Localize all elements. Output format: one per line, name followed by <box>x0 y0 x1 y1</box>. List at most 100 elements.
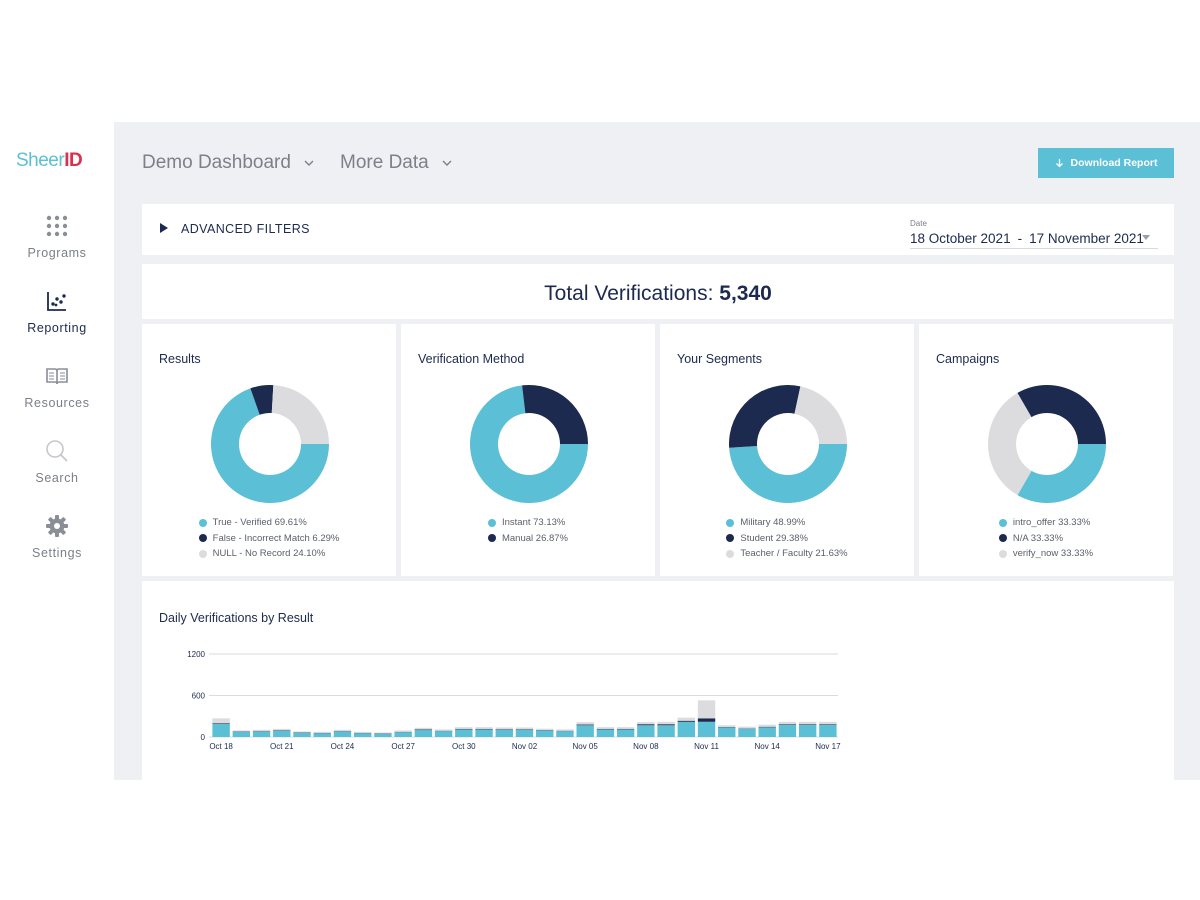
bar-segment[interactable] <box>819 721 837 725</box>
bar-segment[interactable] <box>515 727 534 730</box>
bar-segment[interactable] <box>313 731 331 733</box>
bar-segment[interactable] <box>778 721 797 725</box>
legend-item[interactable]: Instant 73.13% <box>487 515 568 531</box>
bar-segment[interactable] <box>495 729 513 737</box>
donut-slice-verify-now[interactable] <box>988 392 1032 496</box>
bar-segment[interactable] <box>677 721 696 737</box>
bar-segment[interactable] <box>798 724 817 737</box>
bar-segment[interactable] <box>212 723 230 737</box>
bar-segment[interactable] <box>455 728 473 730</box>
legend-item[interactable]: Manual 26.87% <box>487 531 568 547</box>
sheerid-logo[interactable]: SheerID <box>16 150 83 171</box>
bar-segment[interactable] <box>758 724 776 727</box>
bar-segment[interactable] <box>738 728 756 737</box>
donut-slice-false-incorrect-match[interactable] <box>250 385 274 415</box>
bar-segment[interactable] <box>738 726 756 729</box>
bar-segment[interactable] <box>819 724 837 737</box>
bar-segment[interactable] <box>718 727 736 737</box>
legend-item[interactable]: verify_now 33.33% <box>998 546 1093 562</box>
legend-item[interactable]: Teacher / Faculty 21.63% <box>726 546 848 562</box>
bar-segment[interactable] <box>475 728 493 730</box>
bar-segment[interactable] <box>455 727 473 729</box>
donut-slice-student[interactable] <box>729 385 801 448</box>
bar-segment[interactable] <box>495 727 513 730</box>
bar-segment[interactable] <box>596 729 615 737</box>
donut-slice-manual[interactable] <box>522 385 588 444</box>
bar-segment[interactable] <box>333 731 352 737</box>
bar-segment[interactable] <box>556 731 574 737</box>
bar-segment[interactable] <box>657 724 675 726</box>
sidebar-item-resources[interactable]: Resources <box>0 364 114 410</box>
bar-segment[interactable] <box>677 720 696 722</box>
bar-segment[interactable] <box>475 727 493 729</box>
bar-segment[interactable] <box>434 731 453 737</box>
bar-segment[interactable] <box>212 723 230 724</box>
bar-segment[interactable] <box>293 732 311 737</box>
bar-segment[interactable] <box>353 731 372 733</box>
donut-slice-null-no-record[interactable] <box>271 385 329 444</box>
bar-segment[interactable] <box>414 730 433 737</box>
bar-segment[interactable] <box>697 718 716 722</box>
bar-segment[interactable] <box>657 725 675 737</box>
bar-segment[interactable] <box>616 727 635 729</box>
legend-item[interactable]: N/A 33.33% <box>998 531 1093 547</box>
bar-segment[interactable] <box>536 730 554 737</box>
legend-item[interactable]: False - Incorrect Match 6.29% <box>198 531 339 547</box>
bar-segment[interactable] <box>273 730 291 737</box>
bar-segment[interactable] <box>374 733 392 737</box>
sidebar-item-reporting[interactable]: Reporting <box>0 289 114 335</box>
donut-slice-intro-offer[interactable] <box>1017 444 1107 503</box>
donut-slice-true-verified[interactable] <box>211 388 329 503</box>
bar-segment[interactable] <box>313 733 331 737</box>
dashboard-select[interactable]: Demo Dashboard <box>142 152 315 174</box>
sidebar-item-settings[interactable]: Settings <box>0 514 114 560</box>
bar-segment[interactable] <box>798 721 817 725</box>
donut-slice-n-a[interactable] <box>1017 385 1107 444</box>
bar-segment[interactable] <box>697 700 716 719</box>
bar-segment[interactable] <box>414 729 433 731</box>
bar-segment[interactable] <box>637 724 655 726</box>
bar-segment[interactable] <box>576 722 594 725</box>
bar-segment[interactable] <box>778 724 797 737</box>
bar-segment[interactable] <box>657 721 675 725</box>
bar-segment[interactable] <box>758 726 776 728</box>
sidebar-item-search[interactable]: Search <box>0 439 114 485</box>
donut-slice-teacher-faculty[interactable] <box>794 386 847 444</box>
donut-slice-instant[interactable] <box>470 385 588 503</box>
bar-segment[interactable] <box>758 727 776 737</box>
bar-segment[interactable] <box>616 729 635 737</box>
donut-slice-military[interactable] <box>729 444 847 504</box>
legend-item[interactable]: Military 48.99% <box>726 515 847 531</box>
bar-segment[interactable] <box>637 725 655 737</box>
data-select[interactable]: More Data <box>340 152 453 174</box>
bar-segment[interactable] <box>495 729 513 730</box>
bar-segment[interactable] <box>273 728 291 731</box>
bar-segment[interactable] <box>394 732 412 737</box>
bar-segment[interactable] <box>414 727 433 730</box>
bar-segment[interactable] <box>252 729 271 732</box>
bar-segment[interactable] <box>718 725 736 727</box>
bar-segment[interactable] <box>697 721 716 737</box>
bar-segment[interactable] <box>798 724 817 725</box>
bar-segment[interactable] <box>475 729 493 737</box>
bar-segment[interactable] <box>434 729 453 731</box>
bar-segment[interactable] <box>536 728 554 731</box>
bar-segment[interactable] <box>576 725 594 737</box>
bar-segment[interactable] <box>778 724 797 725</box>
bar-segment[interactable] <box>374 732 392 734</box>
bar-segment[interactable] <box>616 728 635 730</box>
bar-segment[interactable] <box>212 718 230 724</box>
bar-segment[interactable] <box>333 729 352 732</box>
bar-segment[interactable] <box>596 728 615 730</box>
bar-segment[interactable] <box>252 731 271 737</box>
bar-segment[interactable] <box>232 730 251 732</box>
bar-segment[interactable] <box>273 730 291 731</box>
bar-segment[interactable] <box>353 733 372 737</box>
legend-item[interactable]: Student 29.38% <box>726 531 847 547</box>
bar-segment[interactable] <box>293 731 311 733</box>
bar-segment[interactable] <box>576 724 594 726</box>
bar-segment[interactable] <box>596 727 615 729</box>
bar-segment[interactable] <box>515 729 534 737</box>
bar-segment[interactable] <box>515 729 534 730</box>
bar-segment[interactable] <box>394 730 412 732</box>
